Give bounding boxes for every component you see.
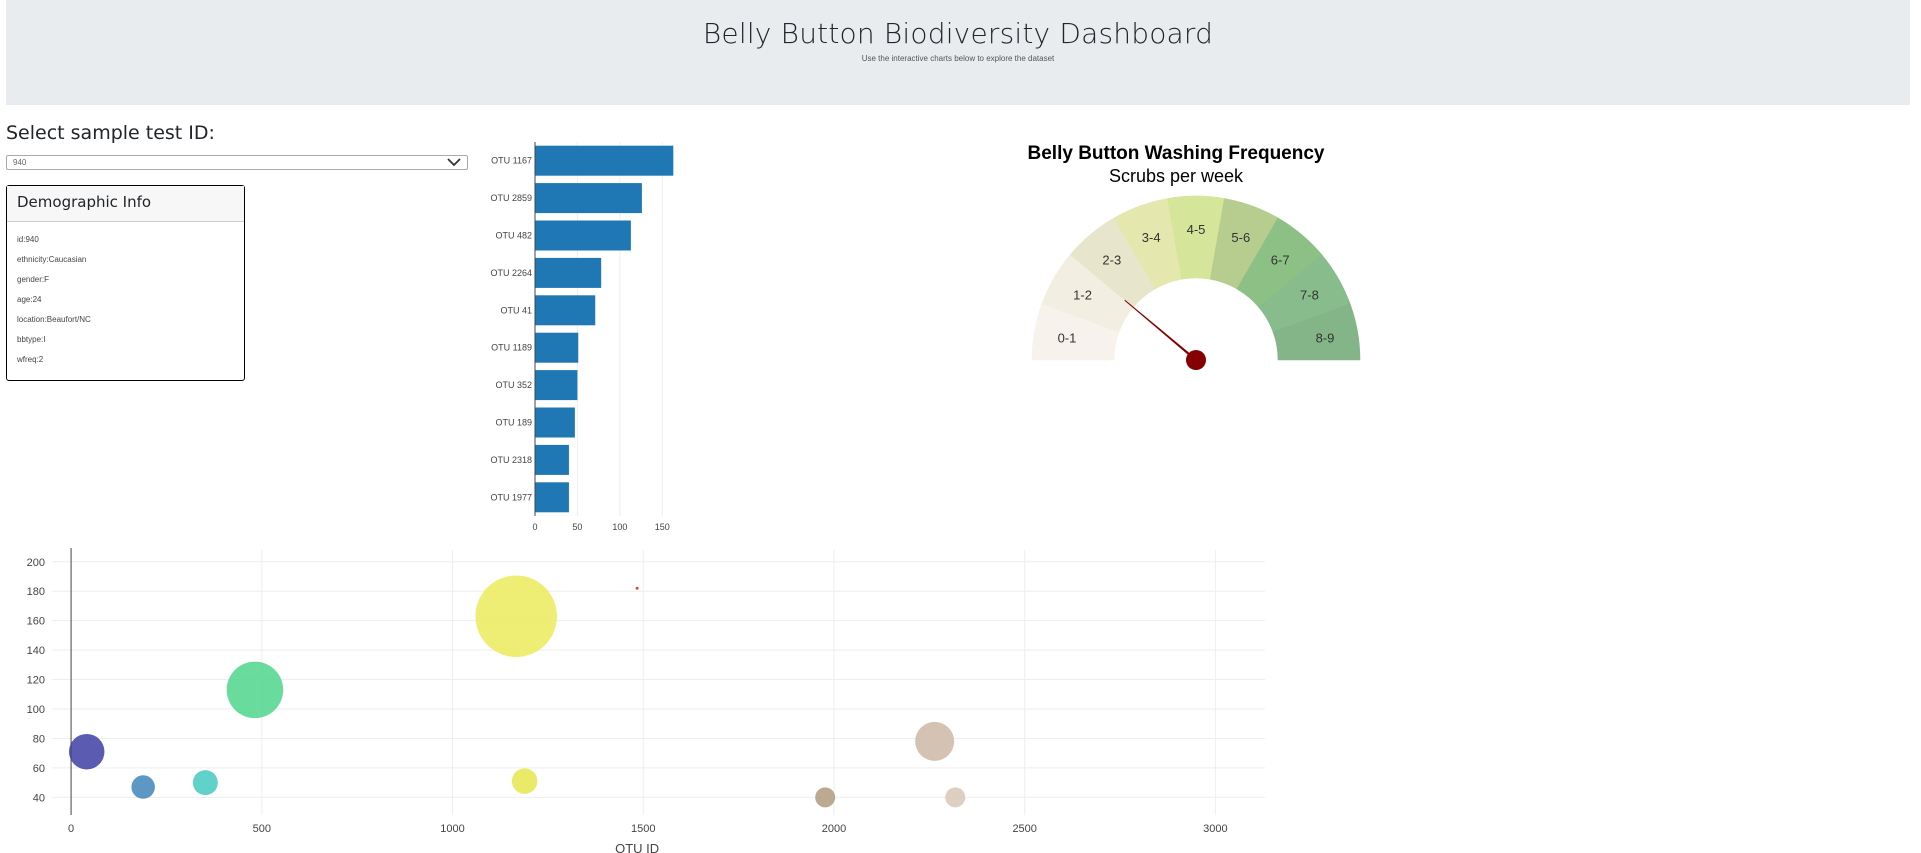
bubble-y-tick: 180	[27, 586, 45, 598]
demo-line-location: location:Beaufort/NC	[17, 315, 91, 324]
bar-x-tick: 0	[532, 522, 537, 532]
demographic-info-panel: Demographic Info id:940 ethnicity:Caucas…	[6, 185, 245, 381]
bar-category-label: OTU 2318	[490, 455, 532, 465]
gauge-subtitle: Scrubs per week	[1109, 166, 1244, 186]
bubble-x-tick: 2000	[822, 823, 846, 835]
gauge-segment-label: 1-2	[1073, 288, 1092, 303]
bar-category-label: OTU 2264	[490, 268, 532, 278]
bar-category-label: OTU 41	[500, 305, 532, 315]
bar-6[interactable]	[535, 370, 578, 401]
demographic-info-title: Demographic Info	[7, 186, 244, 222]
gauge-segment-label: 7-8	[1300, 288, 1319, 303]
bubble-x-axis-title: OTU ID	[615, 841, 659, 853]
bar-9[interactable]	[535, 482, 569, 513]
page-title: Belly Button Biodiversity Dashboard	[702, 17, 1214, 50]
demographic-info-body: id:940 ethnicity:Caucasian gender:F age:…	[7, 222, 244, 378]
bubble-x-tick: 1500	[631, 823, 655, 835]
gauge-needle-hub	[1186, 350, 1206, 370]
bar-8[interactable]	[535, 444, 569, 475]
bar-1[interactable]	[535, 183, 642, 214]
bubble-x-tick: 500	[253, 823, 271, 835]
gauge-segment-label: 5-6	[1231, 230, 1250, 245]
bar-category-label: OTU 1167	[491, 156, 532, 166]
bar-5[interactable]	[535, 332, 579, 363]
bubble-x-tick: 0	[68, 823, 74, 835]
bubble-y-tick: 140	[27, 645, 45, 657]
bubble-1[interactable]	[226, 661, 284, 719]
bubble-4[interactable]	[192, 770, 218, 796]
bubble-chart[interactable]: 0 500 1000 1500 2000 2500 3000 40 60 80 100 120 140 1…	[0, 540, 1300, 853]
bar-4[interactable]	[535, 295, 596, 326]
demo-line-gender: gender:F	[17, 275, 50, 284]
bar-x-tick: 50	[572, 522, 582, 532]
bar-category-label: OTU 352	[495, 380, 532, 390]
bubble-x-tick: 1000	[440, 823, 464, 835]
gauge-segment-label: 4-5	[1187, 222, 1206, 237]
bubble-2[interactable]	[68, 733, 105, 770]
demo-line-wfreq: wfreq:2	[17, 355, 44, 364]
bubble-x-tick: 2500	[1012, 823, 1036, 835]
bubble-y-tick: 100	[27, 704, 45, 716]
bar-category-label: OTU 189	[495, 418, 532, 428]
gauge-segment-label: 8-9	[1316, 330, 1335, 345]
gauge-segment-8-9[interactable]	[1272, 303, 1361, 361]
bar-category-label: OTU 1977	[490, 492, 532, 502]
demo-line-bbtype: bbtype:I	[17, 335, 46, 344]
bar-category-label: OTU 2859	[490, 193, 532, 203]
demo-line-age: age:24	[17, 295, 42, 304]
bubble-9[interactable]	[635, 586, 639, 590]
gauge-segment-label: 6-7	[1271, 253, 1290, 268]
bubble-6[interactable]	[815, 787, 836, 808]
bar-x-tick: 100	[612, 522, 627, 532]
bar-2[interactable]	[535, 220, 631, 251]
gauge-title: Belly Button Washing Frequency	[1028, 143, 1325, 164]
bubble-y-tick: 160	[27, 616, 45, 628]
bar-chart[interactable]: OTU 1167 OTU 2859 OTU 482 OTU 2264 OTU 41 OTU…	[470, 132, 710, 532]
bubble-y-tick: 200	[27, 557, 45, 569]
bubble-0[interactable]	[475, 575, 557, 658]
gauge-segment-label: 2-3	[1102, 253, 1121, 268]
bubble-8[interactable]	[945, 787, 966, 808]
page-subtitle: Use the interactive charts below to expl…	[861, 54, 1055, 63]
gauge-segment-label: 0-1	[1058, 330, 1077, 345]
bubble-y-tick: 60	[33, 763, 45, 775]
bubble-7[interactable]	[915, 721, 955, 761]
bar-category-label: OTU 1189	[491, 343, 532, 353]
bubble-y-tick: 120	[27, 675, 45, 687]
sample-id-select[interactable]: 940	[6, 155, 468, 170]
bar-0[interactable]	[535, 145, 674, 176]
bubble-y-tick: 80	[33, 733, 45, 745]
bar-x-tick: 150	[655, 522, 670, 532]
bubble-x-tick: 3000	[1203, 823, 1227, 835]
bar-category-label: OTU 482	[495, 231, 532, 241]
bar-7[interactable]	[535, 407, 575, 438]
header-banner: Belly Button Biodiversity Dashboard Use …	[6, 0, 1910, 105]
select-value: 940	[13, 158, 27, 167]
bar-3[interactable]	[535, 257, 602, 288]
bubble-y-tick: 40	[33, 792, 45, 804]
bubble-5[interactable]	[511, 768, 538, 794]
bubble-3[interactable]	[131, 775, 155, 799]
gauge-needle	[1124, 299, 1199, 364]
chevron-down-icon	[447, 158, 461, 167]
select-sample-label: Select sample test ID:	[6, 122, 215, 144]
demo-line-ethnicity: ethnicity:Caucasian	[17, 255, 87, 264]
gauge-segment-label: 3-4	[1142, 230, 1161, 245]
demo-line-id: id:940	[17, 235, 39, 244]
